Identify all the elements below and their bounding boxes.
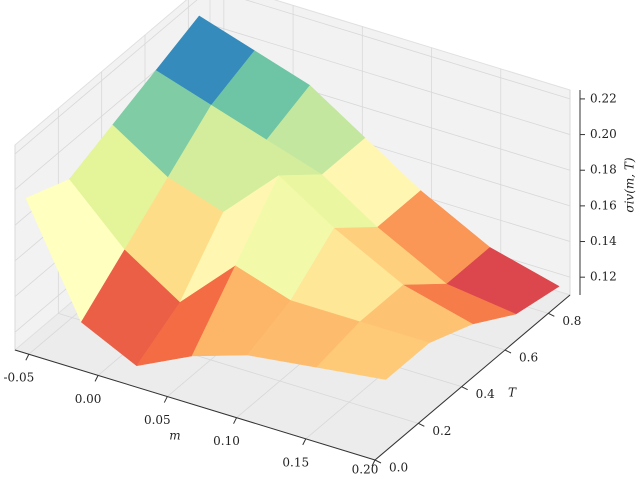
grid-line [14,0,198,155]
x-tick [163,396,168,403]
x-tick-label: 0.20 [352,463,379,477]
y-axis [374,294,571,461]
x-tick-label: 0.10 [213,434,240,448]
y-tick-label: 0.4 [476,387,495,401]
x-tick [371,459,376,467]
z-tick-label: 0.12 [590,270,617,284]
z-axis-label: σiv(m, T) [623,157,637,213]
y-tick [461,386,468,391]
x-tick-label: -0.05 [3,371,34,385]
y-tick [374,459,382,464]
x-axis [14,349,376,461]
x-tick [94,375,99,382]
z-tick-label: 0.14 [590,234,617,248]
x-tick-label: 0.15 [282,455,309,469]
y-tick-label: 0.2 [432,424,451,438]
z-tick-label: 0.16 [590,198,617,212]
surface-patch [316,321,430,380]
z-tick-label: 0.20 [590,127,617,141]
grid-line [209,24,571,135]
surface [25,15,560,380]
y-tick-label: 0.6 [519,351,538,365]
y-tick-label: 0.0 [389,461,408,475]
y-tick [504,349,512,354]
z-tick-label: 0.22 [590,91,617,105]
y-axis-label: T [508,386,517,400]
grid-line [244,0,571,100]
z-tick-label: 0.18 [590,163,617,177]
x-tick-label: 0.00 [75,392,102,406]
y-tick [418,422,425,427]
x-tick [302,438,307,446]
x-axis-label: m [169,429,180,443]
labels: -0.05 0.00 0.05 0.10 0.15 0.20 0.0 0.2 0.4 0.6 0.8… [3,91,636,476]
x-tick [233,417,237,424]
y-tick-label: 0.8 [562,314,581,328]
y-tick [548,312,555,317]
x-tick [25,354,30,361]
x-tick-label: 0.05 [144,413,171,427]
